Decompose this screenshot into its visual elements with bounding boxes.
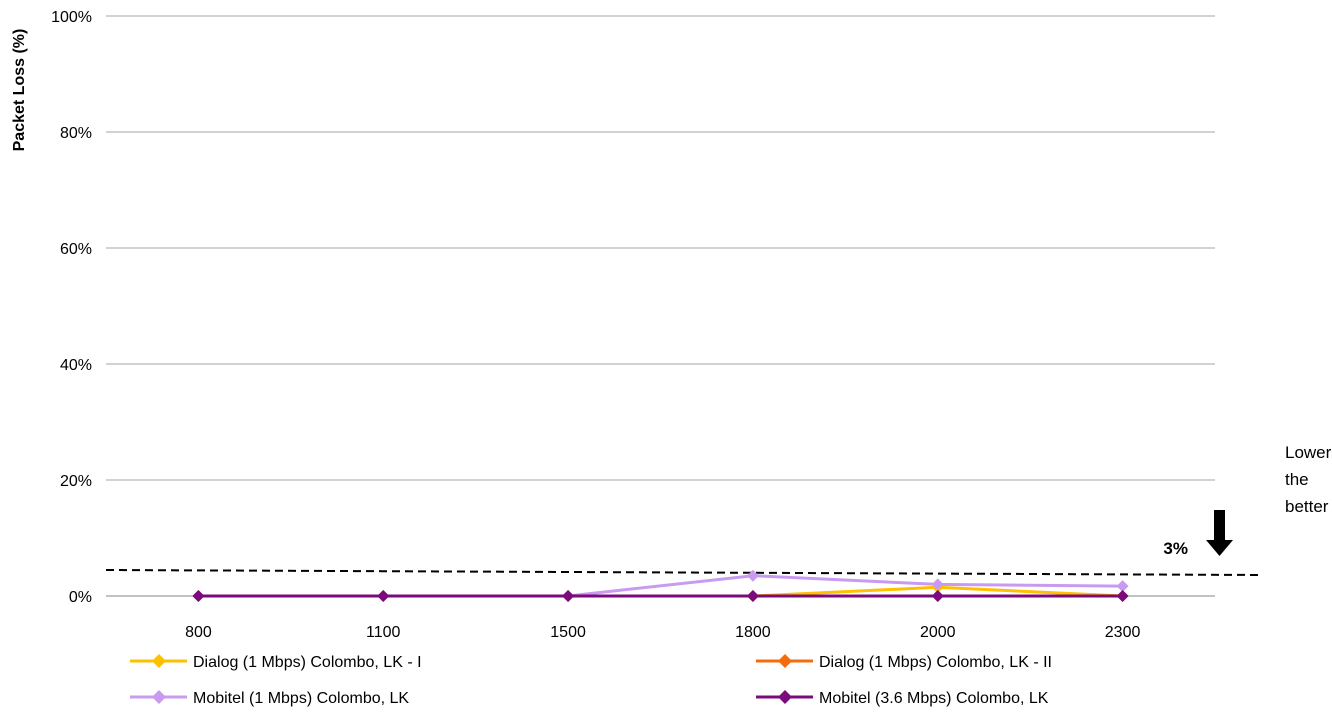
legend-item-dialog-ii: Dialog (1 Mbps) Colombo, LK - II — [756, 654, 1052, 671]
data-point — [1116, 580, 1129, 593]
annotation-line-1: Lower — [1285, 443, 1332, 462]
data-point — [746, 590, 759, 602]
legend-label: Dialog (1 Mbps) Colombo, LK - II — [819, 654, 1052, 671]
y-tick-label: 20% — [60, 473, 92, 490]
x-tick-label: 800 — [185, 624, 212, 641]
y-axis-title: Packet Loss (%) — [11, 29, 28, 152]
data-point — [562, 590, 575, 602]
series-lines — [192, 569, 1129, 602]
data-point — [746, 569, 759, 582]
y-tick-labels: 0% 20% 40% 60% 80% 100% — [51, 9, 92, 606]
y-tick-label: 40% — [60, 357, 92, 374]
data-point — [931, 590, 944, 602]
down-arrow-icon — [1206, 510, 1233, 556]
data-point — [192, 590, 205, 602]
legend-label: Mobitel (1 Mbps) Colombo, LK — [193, 690, 409, 707]
series-line — [198, 574, 1123, 598]
x-tick-label: 2000 — [920, 624, 956, 641]
y-tick-label: 80% — [60, 125, 92, 142]
threshold-label: 3% — [1163, 539, 1188, 558]
legend-label: Dialog (1 Mbps) Colombo, LK - I — [193, 654, 422, 671]
y-tick-label: 100% — [51, 9, 92, 26]
annotation-line-3: better — [1285, 497, 1329, 516]
x-tick-labels: 800 1100 1500 1800 2000 2300 — [185, 624, 1140, 641]
data-point — [377, 590, 390, 602]
annotation-line-2: the — [1285, 470, 1309, 489]
x-tick-label: 1100 — [366, 624, 401, 641]
legend: Dialog (1 Mbps) Colombo, LK - I Dialog (… — [130, 654, 1052, 707]
data-point — [931, 578, 944, 591]
data-point — [1116, 590, 1129, 602]
legend-item-mobitel-1: Mobitel (1 Mbps) Colombo, LK — [130, 690, 409, 707]
y-tick-label: 0% — [69, 589, 92, 606]
legend-item-dialog-i: Dialog (1 Mbps) Colombo, LK - I — [130, 654, 422, 671]
y-tick-label: 60% — [60, 241, 92, 258]
x-tick-label: 1800 — [735, 624, 771, 641]
gridlines — [106, 15, 1215, 481]
legend-label: Mobitel (3.6 Mbps) Colombo, LK — [819, 690, 1049, 707]
threshold-line — [105, 569, 1263, 576]
series-4 — [192, 590, 1129, 602]
x-tick-label: 2300 — [1105, 624, 1141, 641]
x-tick-label: 1500 — [550, 624, 586, 641]
legend-item-mobitel-3-6: Mobitel (3.6 Mbps) Colombo, LK — [756, 690, 1049, 707]
